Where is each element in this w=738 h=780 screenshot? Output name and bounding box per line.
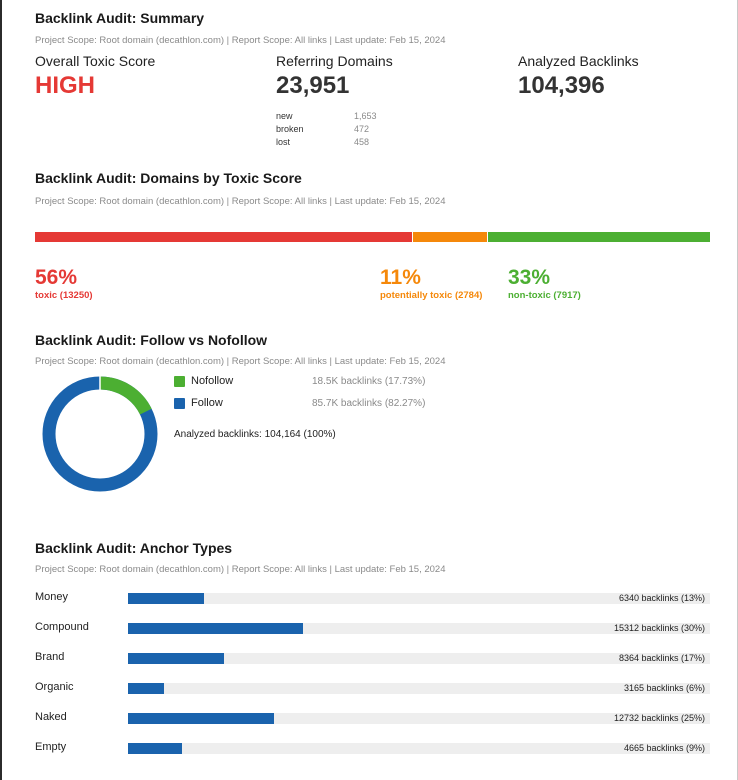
non-toxic-segment bbox=[488, 232, 710, 242]
anchor-label-compound: Compound bbox=[35, 621, 89, 633]
referring-domains-value: 23,951 bbox=[276, 72, 350, 99]
analyzed-backlinks-label: Analyzed Backlinks bbox=[518, 53, 639, 69]
non-toxic-percent: 33% bbox=[508, 266, 551, 289]
anchor-track-money: 6340 backlinks (13%) bbox=[128, 593, 710, 604]
anchor-fill-naked bbox=[128, 713, 274, 724]
anchor-fill-empty bbox=[128, 743, 182, 754]
page-edge-left bbox=[0, 0, 2, 780]
anchor-track-organic: 3165 backlinks (6%) bbox=[128, 683, 710, 694]
referring-domains-label: Referring Domains bbox=[276, 53, 393, 69]
analyzed-backlinks-value: 104,396 bbox=[518, 72, 605, 99]
anchor-fill-compound bbox=[128, 623, 303, 634]
anchor-fill-brand bbox=[128, 653, 224, 664]
toxic-score-value: HIGH bbox=[35, 72, 95, 99]
potentially-toxic-count: potentially toxic (2784) bbox=[380, 290, 483, 301]
anchor-fill-organic bbox=[128, 683, 164, 694]
follow-legend-swatch bbox=[174, 398, 185, 409]
ref-lost-value: 458 bbox=[354, 137, 370, 147]
non-toxic-count: non-toxic (7917) bbox=[508, 290, 581, 301]
toxic-score-bar bbox=[35, 232, 710, 242]
toxic-segment bbox=[35, 232, 412, 242]
potentially-toxic-percent: 11% bbox=[380, 266, 421, 289]
anchor-value-organic: 3165 backlinks (6%) bbox=[623, 683, 705, 693]
ref-new-label: new bbox=[276, 111, 293, 121]
domains-title: Backlink Audit: Domains by Toxic Score bbox=[35, 170, 302, 186]
anchor-value-empty: 4665 backlinks (9%) bbox=[623, 743, 705, 753]
follow-title: Backlink Audit: Follow vs Nofollow bbox=[35, 332, 268, 348]
anchor-track-brand: 8364 backlinks (17%) bbox=[128, 653, 710, 664]
ref-lost-label: lost bbox=[276, 137, 291, 147]
anchor-track-compound: 15312 backlinks (30%) bbox=[128, 623, 710, 634]
ref-broken-label: broken bbox=[276, 124, 304, 134]
anchor-value-brand: 8364 backlinks (17%) bbox=[618, 653, 705, 663]
anchor-track-naked: 12732 backlinks (25%) bbox=[128, 713, 710, 724]
ref-new-value: 1,653 bbox=[354, 111, 377, 121]
toxic-count: toxic (13250) bbox=[35, 290, 93, 301]
anchor-label-brand: Brand bbox=[35, 651, 65, 663]
nofollow-legend-value: 18.5K backlinks (17.73%) bbox=[312, 376, 426, 387]
anchors-title: Backlink Audit: Anchor Types bbox=[35, 540, 233, 556]
anchor-fill-money bbox=[128, 593, 204, 604]
follow-donut-chart bbox=[42, 376, 158, 492]
toxic-percent: 56% bbox=[35, 266, 78, 289]
analyzed-backlinks-total: Analyzed backlinks: 104,164 (100%) bbox=[174, 429, 336, 440]
anchor-label-empty: Empty bbox=[35, 741, 67, 753]
follow-legend-label: Follow bbox=[191, 397, 223, 409]
anchor-value-naked: 12732 backlinks (25%) bbox=[613, 713, 705, 723]
summary-title: Backlink Audit: Summary bbox=[35, 10, 205, 26]
anchor-label-money: Money bbox=[35, 591, 69, 603]
potentially-toxic-segment bbox=[413, 232, 487, 242]
summary-scope: Project Scope: Root domain (decathlon.co… bbox=[35, 35, 446, 46]
anchor-value-money: 6340 backlinks (13%) bbox=[618, 593, 705, 603]
follow-scope: Project Scope: Root domain (decathlon.co… bbox=[35, 356, 446, 367]
nofollow-legend-label: Nofollow bbox=[191, 375, 234, 387]
follow-legend-value: 85.7K backlinks (82.27%) bbox=[312, 398, 426, 409]
anchor-value-compound: 15312 backlinks (30%) bbox=[613, 623, 705, 633]
toxic-score-label: Overall Toxic Score bbox=[35, 53, 156, 69]
anchor-label-naked: Naked bbox=[35, 711, 67, 723]
nofollow-legend-swatch bbox=[174, 376, 185, 387]
anchors-scope: Project Scope: Root domain (decathlon.co… bbox=[35, 564, 446, 575]
ref-broken-value: 472 bbox=[354, 124, 370, 134]
anchor-track-empty: 4665 backlinks (9%) bbox=[128, 743, 710, 754]
anchor-label-organic: Organic bbox=[35, 681, 74, 693]
domains-scope: Project Scope: Root domain (decathlon.co… bbox=[35, 196, 446, 207]
